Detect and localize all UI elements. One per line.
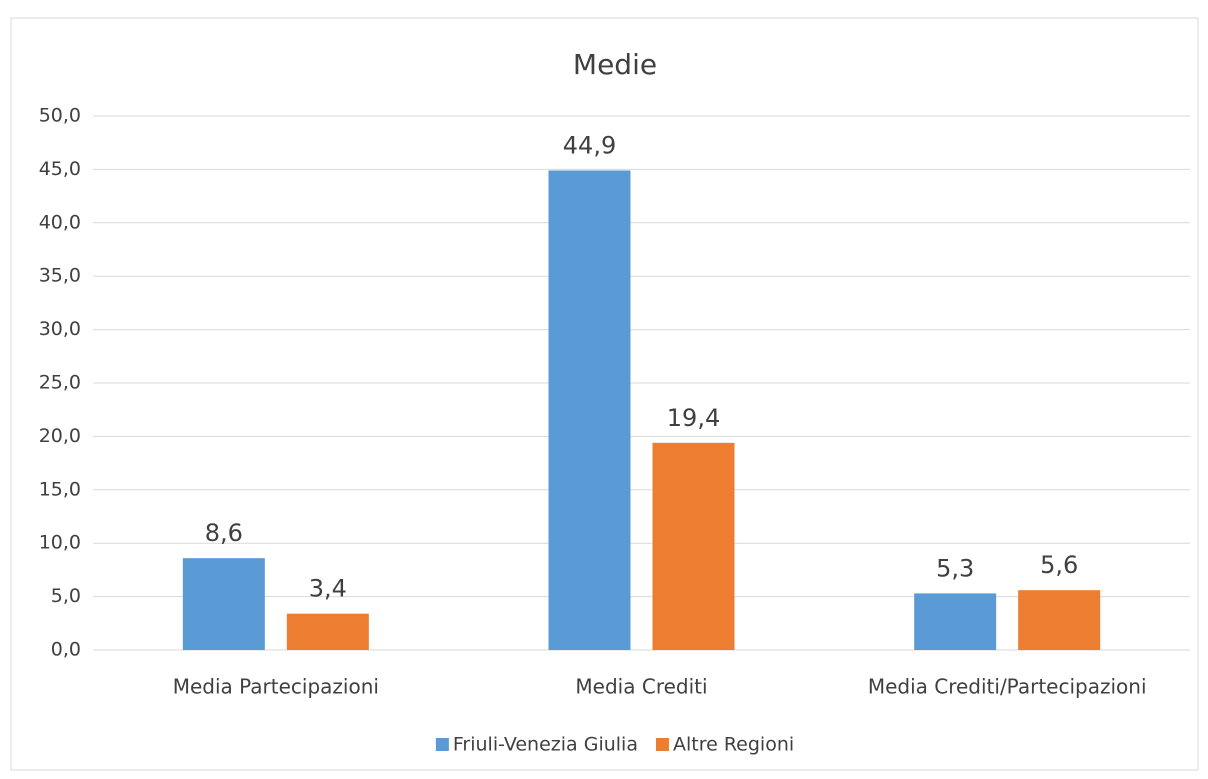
legend-label: Altre Regioni [673, 734, 794, 756]
value-label: 8,6 [205, 519, 243, 547]
legend-swatch [655, 738, 669, 751]
y-tick-label: 50,0 [39, 105, 81, 127]
y-tick-label: 25,0 [39, 372, 81, 394]
y-tick-label: 45,0 [39, 158, 81, 180]
bar [652, 442, 735, 650]
y-tick-label: 20,0 [39, 425, 81, 447]
value-label: 19,4 [667, 404, 720, 432]
y-tick-label: 0,0 [51, 639, 81, 661]
value-label: 5,6 [1040, 551, 1078, 579]
y-tick-label: 35,0 [39, 265, 81, 287]
y-tick-label: 5,0 [51, 585, 81, 607]
bar [286, 613, 369, 650]
bar [182, 558, 265, 650]
legend-swatch [435, 738, 449, 751]
legend-label: Friuli-Venezia Giulia [453, 734, 638, 756]
value-label: 44,9 [563, 131, 616, 159]
x-tick-label: Media Crediti [575, 675, 707, 699]
x-tick-label: Media Partecipazioni [173, 675, 379, 699]
chart-title: Medie [573, 48, 657, 81]
y-tick-label: 10,0 [39, 532, 81, 554]
y-tick-label: 15,0 [39, 478, 81, 500]
y-tick-label: 30,0 [39, 318, 81, 340]
value-label: 3,4 [309, 575, 347, 603]
bar [914, 593, 997, 650]
bar [548, 170, 631, 650]
bar [1018, 590, 1101, 650]
y-tick-label: 40,0 [39, 211, 81, 233]
value-label: 5,3 [936, 554, 974, 582]
x-tick-label: Media Crediti/Partecipazioni [868, 675, 1147, 699]
